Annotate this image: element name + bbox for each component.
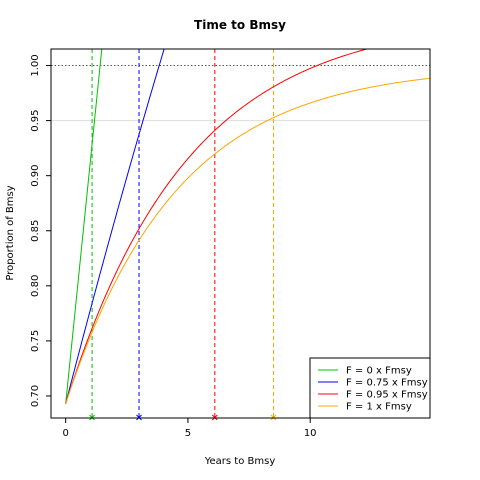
series-line-2 bbox=[65, 49, 369, 404]
x-tick-label-1: 5 bbox=[185, 428, 191, 439]
legend-label-2: F = 0.95 x Fmsy bbox=[346, 390, 428, 401]
chart-title: Time to Bmsy bbox=[194, 18, 286, 32]
y-tick-label-1: 0.75 bbox=[30, 330, 41, 352]
legend-box bbox=[309, 357, 431, 419]
y-tick-label-4: 0.90 bbox=[30, 165, 41, 187]
y-axis-label: Proportion of Bmsy bbox=[5, 185, 16, 280]
y-tick-label-5: 0.95 bbox=[30, 109, 41, 131]
y-tick-label-0: 0.70 bbox=[30, 385, 41, 407]
plot-area-group bbox=[65, 49, 430, 418]
y-tick-label-6: 1.00 bbox=[30, 54, 41, 76]
x-axis-label: Years to Bmsy bbox=[204, 456, 276, 467]
legend-label-1: F = 0.75 x Fmsy bbox=[346, 378, 428, 389]
series-line-0 bbox=[65, 49, 103, 404]
plot-frame bbox=[50, 48, 431, 419]
x-tick-label-2: 10 bbox=[304, 428, 317, 439]
series-line-1 bbox=[65, 49, 165, 404]
series-line-3 bbox=[65, 77, 430, 404]
y-tick-label-2: 0.80 bbox=[30, 275, 41, 297]
legend-label-0: F = 0 x Fmsy bbox=[346, 366, 412, 377]
y-tick-label-3: 0.85 bbox=[30, 220, 41, 242]
x-tick-label-0: 0 bbox=[62, 428, 68, 439]
legend-label-3: F = 1 x Fmsy bbox=[346, 402, 412, 413]
